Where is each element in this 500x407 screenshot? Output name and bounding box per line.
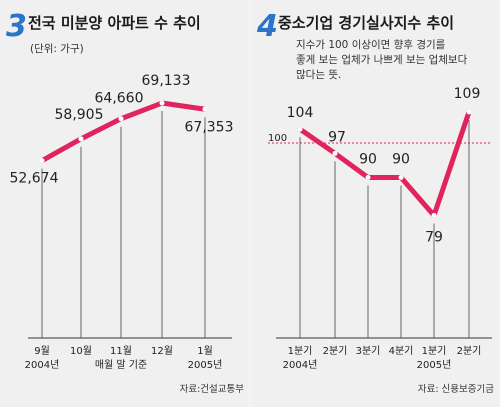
chart3-tick-sublabel: 2005년 xyxy=(188,359,223,371)
chart3-point xyxy=(39,158,45,164)
chart4-tick-label: 2분기 xyxy=(323,345,348,357)
chart4-tick-label: 1분기 xyxy=(288,345,313,357)
chart4-tick-label: 4분기 xyxy=(389,345,414,357)
chart3-tick-label: 10월 xyxy=(70,345,92,357)
chart3-value-label: 69,133 xyxy=(142,73,191,89)
chart3-value-label: 52,674 xyxy=(10,171,59,187)
chart3-number: 3 xyxy=(6,9,27,44)
chart3-tick-label: 12월 xyxy=(151,345,173,357)
chart4-value-label: 90 xyxy=(359,152,377,168)
chart4-subtitle-line: 좋게 보는 업체가 나쁘게 보는 업체보다 xyxy=(296,53,468,66)
chart4-tick-sublabel: 2005년 xyxy=(417,359,452,371)
chart3-tick-sublabel: 2004년 xyxy=(25,359,60,371)
chart4-number: 4 xyxy=(256,9,278,44)
chart4-reference-label: 100 xyxy=(268,133,287,144)
chart4-value-label: 90 xyxy=(392,152,410,168)
panel-left xyxy=(0,0,248,407)
chart3-point xyxy=(118,116,124,122)
chart3-subtitle: (단위: 가구) xyxy=(30,42,84,55)
chart4-source: 자료: 신용보증기금 xyxy=(418,384,494,395)
chart4-tick-label: 3분기 xyxy=(356,345,381,357)
chart3-tick-label: 1월 xyxy=(197,345,213,357)
chart4-subtitle-line: 많다는 뜻. xyxy=(296,69,341,81)
chart3-tick-sublabel: 매월 말 기준 xyxy=(95,359,147,371)
chart4-point xyxy=(332,150,338,156)
chart4-tick-label: 1분기 xyxy=(422,345,447,357)
chart3-point xyxy=(159,100,165,106)
chart4-tick-label: 2분기 xyxy=(457,345,482,357)
chart4-point xyxy=(297,126,303,132)
chart4-value-label: 104 xyxy=(287,105,314,121)
chart4-point xyxy=(365,175,371,180)
chart3-title: 전국 미분양 아파트 수 추이 xyxy=(28,14,201,32)
chart3-value-label: 64,660 xyxy=(95,91,144,107)
chart4-subtitle-line: 지수가 100 이상이면 향후 경기를 xyxy=(296,38,446,51)
chart4-point xyxy=(398,175,404,180)
chart3-point xyxy=(202,106,208,112)
chart3-source: 자료:건설교통부 xyxy=(180,384,245,395)
chart3-tick-label: 11월 xyxy=(110,345,132,357)
chart4-point xyxy=(431,212,437,218)
panel-right xyxy=(252,0,500,407)
chart3-point xyxy=(78,136,84,142)
chart4-value-label: 109 xyxy=(454,86,481,102)
chart4-title: 중소기업 경기실사지수 추이 xyxy=(278,14,454,32)
chart3-value-label: 58,905 xyxy=(55,107,104,123)
chart4-series-line xyxy=(297,109,472,218)
chart3-value-label: 67,353 xyxy=(185,119,234,135)
chart4-value-label: 97 xyxy=(328,129,346,145)
chart4-value-label: 79 xyxy=(425,229,443,245)
chart4-point xyxy=(466,109,472,115)
chart3-tick-label: 9월 xyxy=(34,345,50,357)
chart4-tick-sublabel: 2004년 xyxy=(283,359,318,371)
